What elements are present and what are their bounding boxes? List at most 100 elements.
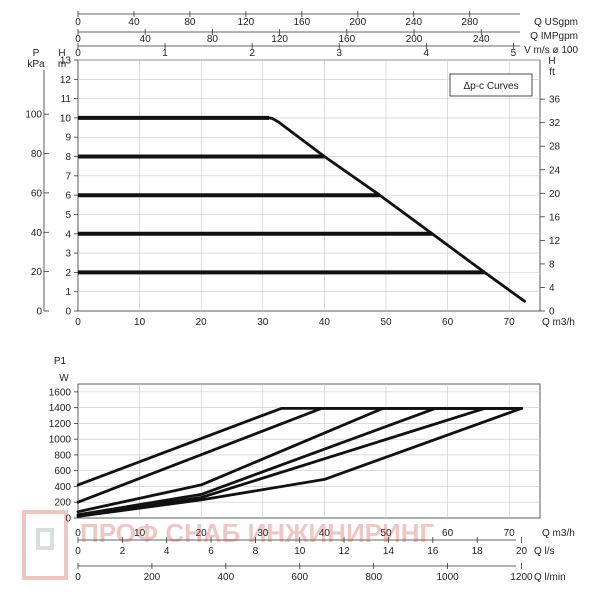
top-secondary-tick-label: 80 — [207, 34, 219, 45]
top-kpa-tick-label: 60 — [31, 188, 43, 199]
top-secondary-tick-label: 5 — [511, 48, 517, 59]
top-h-tick-label: 3 — [65, 249, 71, 260]
power-p1-chart: 0 10 20 30 40 50 60 70 Q m3/h0200400600800100012… — [49, 356, 575, 583]
top-secondary-tick-label: 160 — [294, 17, 311, 28]
bottom-x-tick-label: 60 — [442, 528, 454, 539]
top-ft-tick-label: 0 — [549, 307, 555, 318]
top-h-unit: H — [58, 48, 65, 59]
bottom-secondary-tick-label: 4 — [164, 546, 170, 557]
bottom-x-tick-label: 70 — [504, 528, 516, 539]
bottom-secondary-axis-label: Q l/s — [534, 546, 555, 557]
bottom-x-tick-label: 0 — [75, 528, 81, 539]
bottom-secondary-tick-label: 2 — [120, 546, 126, 557]
bottom-x-tick-label: 20 — [196, 528, 208, 539]
bottom-secondary-tick-label: 1000 — [436, 572, 459, 583]
top-kpa-tick-label: 100 — [25, 110, 42, 121]
top-x-tick-label: 20 — [196, 317, 208, 328]
bottom-secondary-tick-label: 0 — [75, 546, 81, 557]
top-x-tick-label: 0 — [75, 317, 81, 328]
top-h-tick-label: 9 — [65, 133, 71, 144]
bottom-y-axis-label: P1 — [54, 356, 67, 367]
top-h-tick-label: 13 — [60, 56, 72, 67]
top-secondary-tick-label: 4 — [424, 48, 430, 59]
bottom-secondary-tick-label: 20 — [516, 546, 528, 557]
top-ft-unit: H — [548, 56, 555, 67]
bottom-y-tick-label: 1400 — [49, 403, 72, 414]
top-ft-tick-label: 4 — [549, 283, 555, 294]
top-secondary-tick-label: 120 — [238, 17, 255, 28]
top-h-tick-label: 10 — [60, 113, 72, 124]
watermark-logo-inner — [36, 528, 54, 550]
top-x-tick-label: 60 — [442, 317, 454, 328]
top-ft-tick-label: 8 — [549, 259, 555, 270]
power-curve-line — [76, 406, 523, 487]
top-ft-tick-label: 28 — [549, 142, 561, 153]
bottom-x-tick-label: 50 — [380, 528, 392, 539]
dp-c-curves-chart: 0 10 20 30 40 50 60 70 Q m3/h012345678910111213H… — [25, 11, 578, 328]
bottom-y-tick-label: 1200 — [49, 419, 72, 430]
top-kpa-tick-label: 40 — [31, 228, 43, 239]
top-x-tick-label: 30 — [257, 317, 269, 328]
top-kpa-tick-label: 0 — [36, 307, 42, 318]
top-x-tick-label: 70 — [504, 317, 516, 328]
top-x-tick-label: 50 — [380, 317, 392, 328]
bottom-x-axis-label: Q m3/h — [542, 528, 575, 539]
bottom-x-tick-label: 30 — [257, 528, 269, 539]
bottom-secondary-tick-label: 600 — [291, 572, 308, 583]
top-h-tick-label: 0 — [65, 307, 71, 318]
top-h-tick-label: 7 — [65, 171, 71, 182]
top-x-tick-label: 10 — [134, 317, 146, 328]
legend-text: Δp-c Curves — [463, 81, 518, 92]
watermark-logo-mark — [22, 510, 68, 580]
bottom-x-tick-label: 10 — [134, 528, 146, 539]
bottom-secondary-tick-label: 1200 — [510, 572, 533, 583]
bottom-secondary-tick-label: 200 — [144, 572, 161, 583]
top-secondary-tick-label: 240 — [405, 17, 422, 28]
watermark-logo: ПРОФ СНАБ ИНЖИНИРИНГ — [22, 510, 434, 580]
top-secondary-tick-label: 1 — [162, 48, 168, 59]
bottom-secondary-tick-label: 18 — [472, 546, 484, 557]
top-kpa-tick-label: 20 — [31, 267, 43, 278]
bottom-secondary-tick-label: 16 — [427, 546, 439, 557]
top-secondary-tick-label: 40 — [128, 17, 140, 28]
top-ft-tick-label: 20 — [549, 189, 561, 200]
top-secondary-tick-label: 3 — [336, 48, 342, 59]
top-h-unit-sub: m — [58, 59, 66, 70]
top-h-tick-label: 8 — [65, 152, 71, 163]
top-h-tick-label: 5 — [65, 210, 71, 221]
bottom-y-tick-label: 200 — [54, 498, 71, 509]
top-ft-tick-label: 12 — [549, 236, 561, 247]
bottom-secondary-axis-label: Q l/min — [534, 572, 566, 583]
top-h-tick-label: 11 — [61, 94, 72, 105]
top-x-tick-label: 40 — [319, 317, 331, 328]
watermark-text: ПРОФ СНАБ ИНЖИНИРИНГ — [80, 518, 434, 548]
top-secondary-tick-label: 200 — [406, 34, 423, 45]
top-x-axis-label: Q m3/h — [542, 317, 575, 328]
top-h-tick-label: 6 — [65, 191, 71, 202]
top-ft-unit-sub: ft — [549, 67, 555, 78]
top-ft-tick-label: 36 — [549, 95, 561, 106]
top-secondary-axis-label: Q USgpm — [534, 17, 578, 28]
legend-box — [449, 73, 533, 97]
bottom-y-unit: W — [59, 373, 69, 384]
top-ft-tick-label: 24 — [549, 165, 561, 176]
bottom-plot-frame — [77, 383, 541, 519]
top-secondary-tick-label: 0 — [75, 34, 81, 45]
top-secondary-tick-label: 0 — [75, 48, 81, 59]
power-curve-line — [76, 406, 523, 504]
top-h-tick-label: 4 — [65, 229, 71, 240]
top-h-tick-label: 1 — [65, 287, 71, 298]
bottom-secondary-tick-label: 14 — [383, 546, 395, 557]
power-curve-line — [76, 406, 523, 517]
power-curve-line — [76, 406, 523, 517]
max-curve-line — [267, 116, 526, 303]
top-secondary-tick-label: 2 — [249, 48, 255, 59]
top-h-tick-label: 12 — [60, 75, 72, 86]
top-secondary-tick-label: 80 — [184, 17, 196, 28]
top-secondary-tick-label: 0 — [75, 17, 81, 28]
top-secondary-tick-label: 160 — [338, 34, 355, 45]
bottom-x-tick-label: 40 — [319, 528, 331, 539]
bottom-secondary-tick-label: 400 — [217, 572, 234, 583]
